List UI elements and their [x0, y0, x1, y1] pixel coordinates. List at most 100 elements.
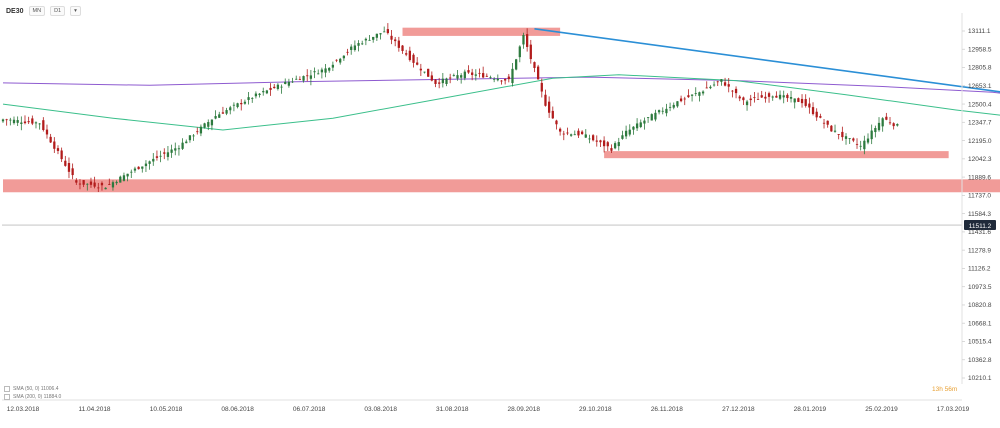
chart-options-dropdown[interactable]: ▾	[70, 6, 81, 16]
candle-body	[764, 96, 767, 99]
timeframe-button-d1[interactable]: D1	[50, 6, 66, 16]
candle	[584, 129, 587, 139]
candle-body	[221, 112, 225, 114]
candle	[866, 133, 870, 145]
candle	[493, 77, 496, 83]
candle-body	[723, 82, 727, 86]
candle	[229, 105, 232, 115]
candle	[12, 116, 16, 125]
y-tick-label: 10515.4	[968, 339, 992, 346]
candle-body	[423, 71, 426, 73]
candle-body	[269, 87, 272, 90]
candle	[159, 150, 162, 163]
y-tick-label: 12347.7	[968, 120, 992, 127]
candle-body	[78, 183, 82, 185]
candle-body	[287, 81, 291, 86]
legend-sma200[interactable]: SMA (200, 0) 11884.0	[4, 393, 61, 401]
candle	[163, 148, 166, 160]
candle	[324, 64, 327, 78]
candle	[540, 78, 543, 98]
candle	[471, 68, 474, 81]
candle-body	[709, 86, 712, 89]
candle-body	[694, 93, 697, 94]
candle-body	[89, 181, 93, 185]
price-zone	[402, 27, 561, 36]
candle-body	[804, 99, 807, 106]
candle-body	[416, 62, 419, 65]
candle-body	[837, 134, 840, 135]
candle-body	[412, 54, 415, 63]
candle-body	[606, 142, 609, 147]
candle-body	[632, 126, 635, 130]
candle-body	[753, 97, 756, 99]
candle	[5, 118, 8, 126]
candle-body	[163, 152, 166, 154]
candle-body	[580, 131, 584, 134]
candle-body	[12, 119, 16, 124]
candle-body	[731, 90, 734, 92]
candle-body	[372, 36, 375, 40]
candle-body	[273, 86, 276, 89]
candle-body	[185, 141, 188, 144]
candle	[811, 102, 815, 116]
candle-body	[661, 110, 664, 112]
candle-body	[460, 75, 463, 78]
candle-body	[471, 72, 474, 75]
y-tick-label: 10210.1	[968, 375, 992, 382]
candle-body	[701, 91, 705, 94]
candle	[646, 116, 650, 123]
y-tick-label: 11431.6	[968, 229, 991, 236]
legend-toggle-icon[interactable]	[4, 386, 10, 392]
candle-body	[159, 155, 162, 157]
candle	[613, 141, 617, 150]
candle-body	[170, 149, 173, 153]
candle-body	[276, 84, 280, 89]
candle-body	[265, 90, 269, 94]
legend-toggle-icon[interactable]	[4, 394, 10, 400]
candle-body	[20, 122, 23, 124]
candle-body	[386, 29, 389, 34]
candle	[723, 77, 727, 87]
candle	[504, 78, 507, 85]
candle	[558, 127, 562, 136]
candle-body	[852, 138, 855, 141]
candle-body	[874, 128, 877, 133]
candle	[34, 121, 38, 129]
candle-body	[848, 138, 851, 140]
countdown-label: 13h 56m	[932, 386, 957, 393]
candle-body	[646, 117, 650, 119]
candle-body	[56, 148, 60, 151]
legend-sma50[interactable]: SMA (50, 0) 11006.4	[4, 385, 61, 393]
candle-body	[27, 121, 30, 123]
candle-body	[357, 43, 360, 46]
candle	[375, 33, 378, 41]
candle-body	[86, 183, 89, 185]
candle	[383, 26, 386, 33]
y-tick-label: 10820.8	[968, 302, 992, 309]
timeframe-button-mn[interactable]: MN	[28, 6, 46, 16]
candle-body	[181, 142, 184, 149]
candle	[188, 135, 192, 143]
candle-body	[478, 72, 481, 74]
candle	[49, 133, 52, 144]
candle	[624, 125, 628, 140]
candle-body	[826, 120, 829, 125]
candle-body	[830, 125, 833, 132]
candle-body	[624, 130, 628, 137]
candle	[133, 166, 137, 173]
candle	[361, 40, 364, 46]
candle-body	[262, 91, 265, 93]
candle	[485, 73, 488, 77]
candle-body	[280, 86, 283, 88]
symbol-label: DE30	[6, 7, 24, 15]
candle-body	[306, 75, 309, 77]
candle	[320, 67, 324, 79]
candle-body	[9, 119, 12, 121]
candle-body	[628, 129, 631, 135]
candle	[353, 40, 357, 52]
candle	[665, 103, 668, 117]
candle-body	[463, 71, 466, 79]
candle	[789, 90, 793, 103]
